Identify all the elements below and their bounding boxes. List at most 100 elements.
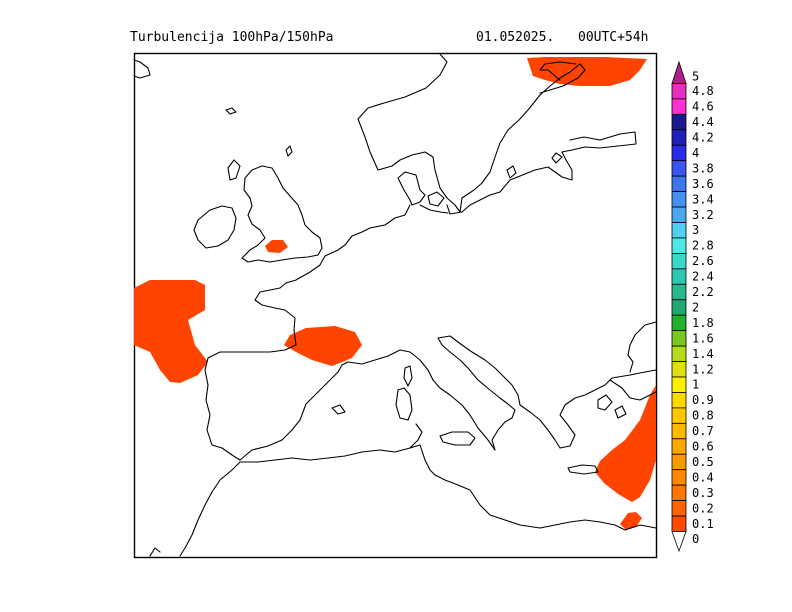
legend-swatch	[671, 144, 687, 162]
legend-swatch	[671, 469, 687, 486]
legend-label: 2.4	[692, 270, 714, 284]
coast-great-britain	[241, 165, 323, 263]
coast-morocco-edge	[149, 547, 161, 557]
map-title: Turbulencija 100hPa/150hPa	[130, 30, 334, 45]
legend-label: 3.2	[692, 208, 714, 222]
legend-swatch	[671, 407, 687, 424]
map-border	[133, 52, 658, 559]
coast-north-sea	[254, 204, 411, 346]
legend-label: 1.4	[692, 347, 714, 361]
coast-black-sea	[627, 321, 657, 373]
coast-baltic-south	[419, 204, 449, 214]
turbulence-area-baltic	[527, 57, 647, 86]
legend-swatch	[671, 361, 687, 378]
coast-norway-sweden	[357, 53, 586, 213]
coast-shetland	[285, 145, 293, 157]
coast-iberia-west	[204, 357, 241, 461]
legend-swatch	[671, 453, 687, 471]
legend-swatch	[671, 422, 687, 440]
coast-hebrides	[227, 159, 241, 181]
legend-label: 1.8	[692, 316, 714, 330]
turbulence-area-pyrenees	[284, 326, 362, 366]
coast-iceland-edge	[133, 59, 151, 79]
turbulence-areas	[134, 57, 656, 530]
legend-swatch	[671, 515, 687, 532]
legend-swatch	[671, 252, 687, 270]
legend-swatch	[671, 129, 687, 146]
legend-label: 3.8	[692, 161, 714, 175]
coast-finland	[561, 131, 637, 153]
legend-swatch	[671, 330, 687, 347]
legend-label: 2.2	[692, 285, 714, 299]
coast-italy	[432, 337, 516, 451]
legend-label: 0.3	[692, 486, 714, 500]
forecast-run: 00UTC+54h	[578, 30, 649, 45]
forecast-date: 01.052025.	[476, 30, 555, 45]
coast-biscay	[207, 344, 297, 359]
legend-label: 1.6	[692, 331, 714, 345]
turbulence-area-biscay	[134, 280, 208, 383]
legend-label: 0.2	[692, 501, 714, 515]
legend-label: 0.4	[692, 470, 714, 484]
coast-balkans	[519, 369, 657, 449]
color-legend: 54.8 4.64.4 4.243.8 3.63.4 3.23 2.82.6 2.42.22…	[671, 60, 714, 553]
coast-maghreb	[239, 444, 657, 531]
legend-swatch	[671, 237, 687, 254]
legend-swatch	[671, 160, 687, 177]
legend-swatch	[671, 206, 687, 223]
legend-label: 0	[692, 532, 699, 546]
turbulence-area-england	[265, 240, 288, 253]
legend-swatch	[671, 314, 687, 332]
legend-label: 0.9	[692, 393, 714, 407]
legend-label: 5	[692, 69, 699, 83]
legend-swatch	[671, 484, 687, 501]
legend-label: 3	[692, 223, 699, 237]
legend-swatch	[671, 222, 687, 239]
legend-label: 4.2	[692, 131, 714, 145]
legend-swatch	[671, 299, 687, 316]
coastlines	[133, 53, 657, 557]
legend-swatch	[671, 345, 687, 362]
legend-swatch	[671, 191, 687, 208]
legend-swatch	[671, 175, 687, 192]
coast-sicily	[439, 431, 476, 446]
turbulence-area-aegean	[595, 385, 656, 502]
legend-swatch	[671, 60, 687, 84]
coast-north-africa	[179, 461, 241, 557]
coast-gulf-bothnia	[539, 61, 577, 81]
legend-swatch	[671, 438, 687, 455]
coast-corsica	[403, 365, 413, 387]
turbulence-area-libya	[620, 512, 642, 530]
coast-adriatic	[437, 335, 521, 406]
legend-label: 2.8	[692, 239, 714, 253]
legend-label: 0.1	[692, 517, 714, 531]
coast-balearic	[331, 404, 346, 415]
legend-swatch	[671, 83, 687, 100]
legend-swatch	[671, 113, 687, 131]
coast-denmark	[397, 171, 426, 206]
coast-tunisia	[409, 423, 423, 449]
coast-crete	[567, 464, 599, 475]
legend-swatch	[671, 531, 687, 553]
coast-turkey	[609, 379, 657, 401]
coast-aegean-islands	[597, 394, 627, 419]
legend-label: 3.4	[692, 192, 714, 206]
legend-label: 4.8	[692, 84, 714, 98]
coast-sardinia	[395, 387, 413, 421]
legend-label: 0.7	[692, 424, 714, 438]
coast-zealand	[427, 191, 445, 207]
legend-label: 1	[692, 378, 699, 392]
legend-label: 3.6	[692, 177, 714, 191]
legend-swatch	[671, 376, 687, 393]
legend-label: 4.4	[692, 115, 714, 129]
legend-label: 0.5	[692, 455, 714, 469]
coast-iberia-east	[239, 349, 434, 461]
coast-baltic-states	[446, 151, 573, 215]
coast-ireland	[193, 205, 237, 249]
legend-swatch	[671, 283, 687, 301]
legend-label: 2	[692, 300, 699, 314]
legend-swatch	[671, 500, 687, 517]
legend-label: 2.6	[692, 254, 714, 268]
coast-faroe	[225, 107, 237, 115]
